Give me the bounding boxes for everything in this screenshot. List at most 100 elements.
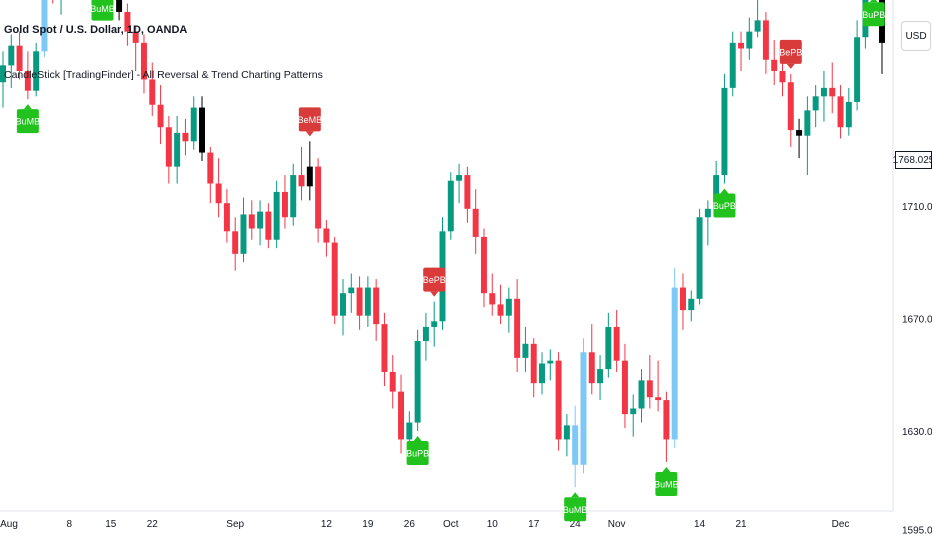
candle-body xyxy=(323,228,330,243)
pattern-label-bear xyxy=(423,267,446,292)
label-pointer xyxy=(720,188,729,194)
candle-body xyxy=(804,110,811,136)
candle-body xyxy=(199,107,206,153)
candle-body xyxy=(223,203,230,232)
x-tick-label: 22 xyxy=(147,519,159,530)
candle-body xyxy=(688,298,695,311)
candle-body xyxy=(837,96,844,128)
candle-body xyxy=(406,422,413,440)
pattern-label-bear xyxy=(779,39,802,64)
pattern-label-text: BuMB xyxy=(90,4,115,14)
candle-body xyxy=(713,175,720,209)
candle-body xyxy=(746,31,753,49)
x-tick-label: 19 xyxy=(362,519,374,530)
label-pointer xyxy=(662,466,671,472)
pattern-label-bull xyxy=(564,497,587,522)
candle-body xyxy=(248,214,255,229)
y-tick-label: 1670.000 xyxy=(902,315,932,326)
candle-body xyxy=(663,400,670,440)
x-tick-label: 10 xyxy=(487,519,499,530)
candle-body xyxy=(539,363,545,384)
candle-body xyxy=(447,180,454,232)
candle-body xyxy=(480,236,487,294)
last-price-label: 1768.025 xyxy=(893,151,932,169)
candle-body xyxy=(679,287,686,311)
candle-body xyxy=(630,408,637,415)
candle-body xyxy=(787,82,794,131)
label-pointer xyxy=(869,0,878,3)
candle-body xyxy=(696,217,703,299)
candle-body xyxy=(597,369,604,384)
candle-body xyxy=(704,208,711,218)
candle-body xyxy=(174,132,181,167)
pattern-label-bull xyxy=(862,2,885,27)
candle-body xyxy=(215,183,222,204)
candle-body xyxy=(431,321,438,327)
candle-body xyxy=(0,65,6,83)
label-pointer xyxy=(23,104,32,110)
candle-body xyxy=(124,11,131,32)
candle-body xyxy=(232,231,239,254)
candle-body xyxy=(812,96,819,111)
candle-body xyxy=(149,79,156,105)
candle-body xyxy=(489,293,496,305)
candle-body xyxy=(729,42,736,88)
candle-body xyxy=(398,391,405,440)
candle-body xyxy=(572,425,579,465)
candle-body xyxy=(340,293,346,316)
candle-body xyxy=(190,107,197,142)
candle-body xyxy=(854,37,861,102)
x-tick-label: Nov xyxy=(608,519,626,530)
x-tick-label: Sep xyxy=(226,519,244,530)
candle-body xyxy=(207,152,214,184)
candle-body xyxy=(240,214,247,254)
currency-button[interactable]: USD xyxy=(901,21,931,51)
candle-body xyxy=(497,304,504,316)
x-tick-label: 8 xyxy=(67,519,73,530)
pattern-label-text: BeMB xyxy=(298,115,323,125)
candle-body xyxy=(157,104,164,128)
candle-body xyxy=(182,132,189,142)
candle-body xyxy=(298,175,305,187)
candle-body xyxy=(621,360,628,415)
candle-body xyxy=(165,127,172,167)
pattern-label-text: BuMB xyxy=(16,117,41,127)
candle-body xyxy=(414,341,421,423)
x-tick-label: 26 xyxy=(404,519,416,530)
candle-body xyxy=(456,175,463,181)
pattern-label-bull xyxy=(91,0,114,21)
x-tick-label: Oct xyxy=(443,519,459,530)
candle-body xyxy=(464,175,471,209)
y-tick-label: 1710.000 xyxy=(902,202,932,213)
candle-body xyxy=(754,20,761,32)
pattern-label-bear xyxy=(298,107,321,132)
candle-body xyxy=(140,42,147,80)
x-tick-label: 12 xyxy=(321,519,333,530)
candle-body xyxy=(364,287,371,316)
candle-body xyxy=(671,287,678,440)
pattern-label-text: BuPB xyxy=(406,449,429,459)
candle-body xyxy=(290,175,297,218)
candle-body xyxy=(472,208,479,237)
candle-body xyxy=(829,87,836,97)
pattern-label-text: BuPB xyxy=(862,10,885,20)
candle-body xyxy=(422,326,429,341)
candle-body xyxy=(655,397,662,401)
candle-body xyxy=(306,166,313,187)
label-pointer xyxy=(305,131,314,137)
candle-body xyxy=(771,59,778,71)
candle-body xyxy=(8,45,15,66)
candle-body xyxy=(389,371,396,392)
candle-body xyxy=(116,0,123,12)
candle-body xyxy=(563,425,570,440)
candle-body xyxy=(580,352,587,465)
candle-body xyxy=(605,326,612,370)
label-pointer xyxy=(430,291,439,297)
pattern-label-text: BePB xyxy=(423,275,446,285)
candle-body xyxy=(265,211,272,240)
label-pointer xyxy=(571,492,580,498)
y-tick-label: 1595.000 xyxy=(902,525,932,536)
pattern-label-text: BePB xyxy=(779,47,802,57)
candle-body xyxy=(762,20,769,60)
